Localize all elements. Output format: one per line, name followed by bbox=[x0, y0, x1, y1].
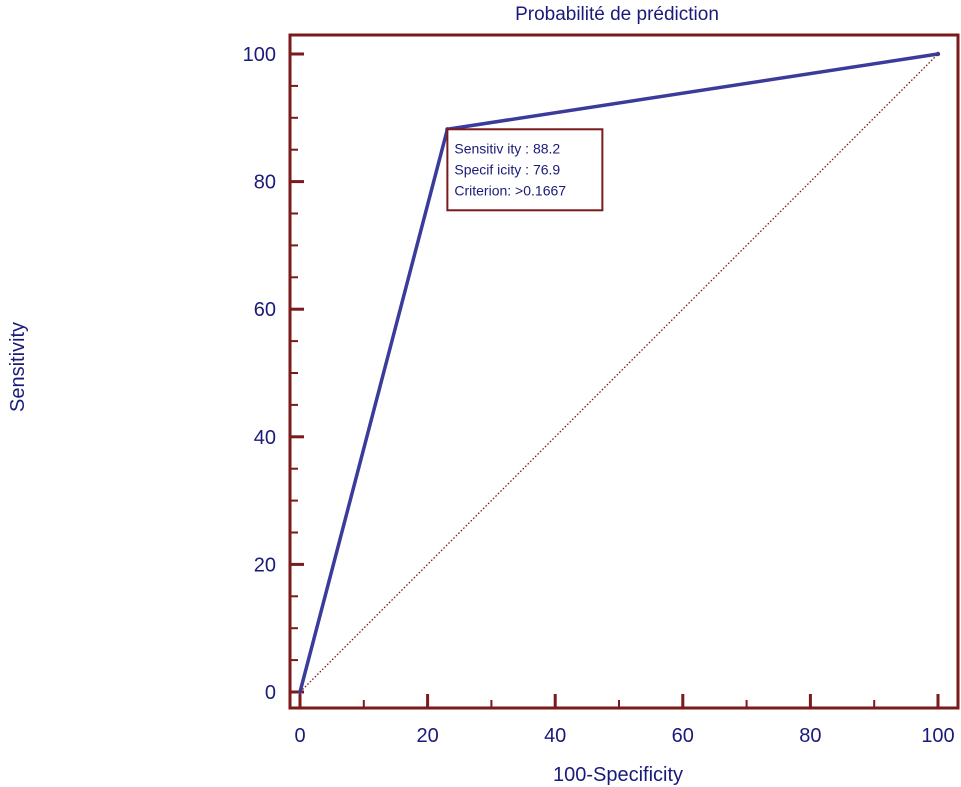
chart-title: Probabilité de prédiction bbox=[515, 4, 719, 25]
y-axis-title: Sensitivity bbox=[7, 322, 29, 412]
annotation-line: Criterion: >0.1667 bbox=[454, 182, 566, 198]
annotation-line: Sensitiv ity : 88.2 bbox=[454, 140, 560, 156]
reference-diagonal-line bbox=[299, 53, 939, 693]
y-tick-label: 60 bbox=[254, 299, 276, 321]
y-tick-label: 40 bbox=[254, 427, 276, 449]
x-tick-label: 0 bbox=[294, 725, 305, 747]
y-tick-label: 20 bbox=[254, 554, 276, 576]
x-tick-label: 80 bbox=[799, 725, 821, 747]
y-tick-label: 0 bbox=[265, 682, 276, 704]
x-tick-label: 60 bbox=[672, 725, 694, 747]
x-axis-title: 100-Specificity bbox=[553, 764, 683, 786]
criterion-annotation: Sensitiv ity : 88.2 Specif icity : 76.9 Cr… bbox=[446, 128, 604, 212]
annotation-box bbox=[446, 128, 604, 212]
x-tick-label: 40 bbox=[544, 725, 566, 747]
y-tick-label: 100 bbox=[243, 44, 276, 66]
x-tick-label: 20 bbox=[416, 725, 438, 747]
axis-tick-labels: 0 20 40 60 80 100 0 20 40 60 80 100 bbox=[243, 44, 955, 747]
x-tick-label: 100 bbox=[921, 725, 954, 747]
y-tick-label: 80 bbox=[254, 172, 276, 194]
axis-ticks bbox=[290, 52, 940, 708]
annotation-line: Specif icity : 76.9 bbox=[454, 161, 560, 177]
plot-frame bbox=[288, 33, 960, 710]
series-lines bbox=[297, 51, 941, 695]
